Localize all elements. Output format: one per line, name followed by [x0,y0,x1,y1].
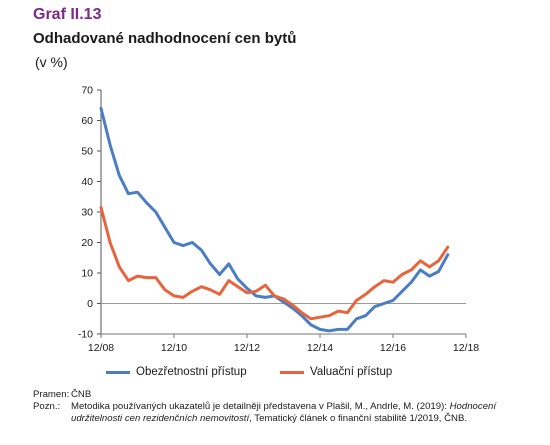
note-text: Metodika používaných ukazatelů je detail… [71,401,533,425]
figure-label: Graf II.13 [33,6,102,23]
note-text-part-1: Metodika používaných ukazatelů je detail… [71,401,450,412]
x-tick-label: 12/14 [307,342,333,354]
legend-swatch-prudential [106,370,130,374]
y-tick-label: 20 [81,237,93,249]
y-tick-label: 30 [81,207,93,219]
chart-notes: Pramen: ČNB Pozn.: Metodika používaných … [33,389,533,425]
source-text: ČNB [71,389,92,400]
legend-item-prudential: Obezřetnostní přístup [106,366,247,378]
x-tick-label: 12/10 [161,342,187,354]
chart-title: Odhadované nadhodnocení cen bytů [33,30,297,47]
line-chart: -10 0 10 20 30 40 50 60 70 12/08 12/10 12/12 12/14 12… [78,85,479,355]
legend-swatch-valuation [280,370,304,374]
x-tick-label: 12/08 [88,342,114,354]
legend-item-valuation: Valuační přístup [280,366,392,378]
x-tick-label: 12/18 [453,342,479,354]
legend: Obezřetnostní přístup Valuační přístup [0,366,550,384]
y-tick-label: 0 [87,298,93,310]
series-line-prudential [99,106,450,333]
series-line-valuation [99,205,450,321]
note-key: Pozn.: [33,401,61,412]
note-text-part-2: , Tematický článek o finanční stabilitě … [249,413,468,424]
y-tick-label: 10 [81,268,93,280]
y-tick-label: -10 [78,329,93,341]
legend-label-prudential: Obezřetnostní přístup [136,366,247,378]
unit-label: (v %) [35,54,68,70]
y-tick-label: 40 [81,176,93,188]
note-text-italic: Hodnocení udržitelnosti cen rezidenčních… [71,401,497,424]
source-row: Pramen: ČNB [33,389,533,401]
y-tick-label: 50 [81,146,93,158]
y-tick-label: 70 [81,85,93,97]
legend-label-valuation: Valuační přístup [310,366,393,378]
source-key: Pramen: [33,389,70,400]
y-tick-label: 60 [81,115,93,127]
x-tick-label: 12/16 [380,342,406,354]
note-row: Pozn.: Metodika používaných ukazatelů je… [33,401,533,425]
x-tick-label: 12/12 [234,342,260,354]
